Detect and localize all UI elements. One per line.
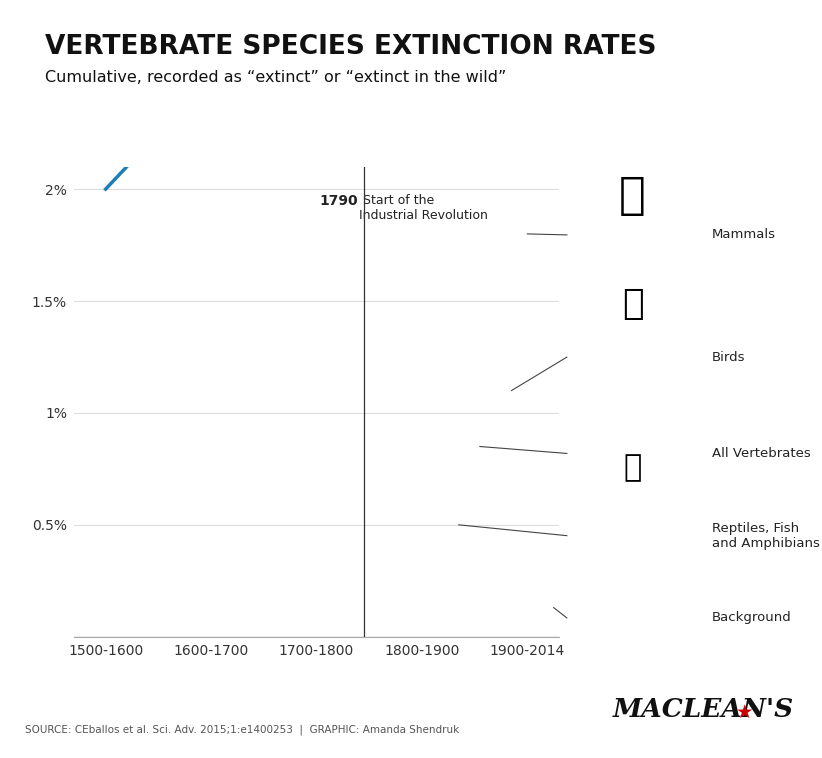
Text: 🐦: 🐦 <box>621 287 644 321</box>
Text: 1790: 1790 <box>319 193 358 208</box>
Text: Mammals: Mammals <box>712 228 775 241</box>
Text: VERTEBRATE SPECIES EXTINCTION RATES: VERTEBRATE SPECIES EXTINCTION RATES <box>45 34 657 60</box>
Text: Start of the
Industrial Revolution: Start of the Industrial Revolution <box>358 193 487 221</box>
Text: Reptiles, Fish
and Amphibians: Reptiles, Fish and Amphibians <box>712 522 820 550</box>
Text: All Vertebrates: All Vertebrates <box>712 447 810 460</box>
Text: Background: Background <box>712 612 792 625</box>
Text: Birds: Birds <box>712 351 745 364</box>
Text: MACLEAN'S: MACLEAN'S <box>612 697 793 722</box>
Text: Cumulative, recorded as “extinct” or “extinct in the wild”: Cumulative, recorded as “extinct” or “ex… <box>45 70 506 85</box>
Text: 🐟: 🐟 <box>623 453 642 482</box>
Text: ★: ★ <box>736 703 753 722</box>
Text: SOURCE: CEballos et al. Sci. Adv. 2015;1:e1400253  |  GRAPHIC: Amanda Shendruk: SOURCE: CEballos et al. Sci. Adv. 2015;1… <box>25 725 459 735</box>
Text: 🐘: 🐘 <box>619 174 646 217</box>
